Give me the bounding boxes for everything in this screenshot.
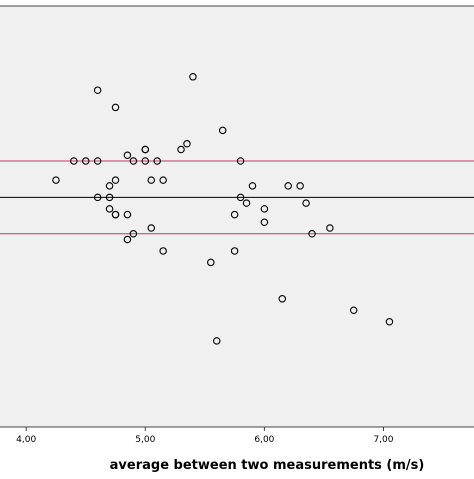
- data-point-43: [207, 258, 215, 267]
- x-axis-label: average between two measurements (m/s): [110, 458, 425, 473]
- x-tick-label-2: 6,00: [254, 435, 274, 445]
- data-point-26: [236, 193, 245, 202]
- x-tick-label-3: 7,00: [373, 435, 393, 445]
- data-point-27: [242, 199, 251, 207]
- data-point-22: [284, 182, 292, 190]
- data-point-9: [70, 157, 78, 165]
- data-point-18: [147, 176, 156, 184]
- data-point-28: [302, 199, 310, 207]
- data-point-41: [159, 247, 167, 255]
- data-point-39: [308, 229, 316, 238]
- data-point-38: [129, 229, 138, 238]
- data-point-40: [123, 235, 132, 244]
- data-point-25: [105, 193, 114, 202]
- data-point-33: [123, 210, 132, 219]
- data-point-16: [52, 176, 60, 184]
- data-point-34: [230, 210, 239, 219]
- data-point-46: [385, 317, 394, 326]
- data-point-29: [105, 205, 114, 213]
- data-point-44: [278, 295, 287, 303]
- data-point-19: [159, 176, 167, 184]
- data-point-24: [93, 193, 102, 202]
- data-point-47: [213, 337, 221, 345]
- data-point-13: [141, 157, 150, 165]
- x-tick-label-0: 4,00: [16, 435, 36, 445]
- data-point-1: [93, 86, 102, 94]
- data-point-35: [260, 218, 269, 226]
- x-axis-ticks: 4,00 5,00 6,00 7,00: [16, 427, 394, 445]
- x-tick-label-1: 5,00: [135, 435, 155, 445]
- data-point-37: [326, 224, 334, 232]
- data-points: [52, 73, 394, 345]
- data-point-42: [230, 247, 239, 255]
- data-point-7: [177, 145, 185, 154]
- data-point-10: [81, 157, 90, 165]
- data-point-4: [183, 140, 191, 148]
- data-point-14: [153, 157, 161, 165]
- data-point-45: [349, 306, 358, 315]
- data-point-30: [260, 205, 269, 213]
- data-point-36: [147, 224, 156, 232]
- data-point-21: [248, 182, 257, 190]
- data-point-12: [129, 157, 138, 165]
- data-point-15: [236, 157, 245, 165]
- data-point-8: [123, 151, 132, 160]
- data-point-2: [111, 103, 120, 112]
- data-point-3: [218, 126, 227, 135]
- data-point-20: [105, 182, 114, 190]
- data-point-32: [111, 210, 120, 219]
- data-point-23: [296, 182, 304, 190]
- data-point-11: [93, 157, 102, 165]
- data-point-17: [111, 176, 120, 184]
- data-point-6: [141, 145, 150, 154]
- data-point-0: [189, 73, 197, 81]
